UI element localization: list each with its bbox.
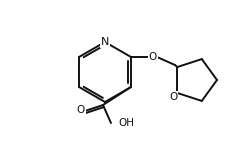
- Text: O: O: [77, 105, 85, 115]
- Text: N: N: [101, 37, 109, 47]
- Text: O: O: [169, 92, 177, 102]
- Text: O: O: [149, 52, 157, 62]
- Text: OH: OH: [118, 118, 134, 128]
